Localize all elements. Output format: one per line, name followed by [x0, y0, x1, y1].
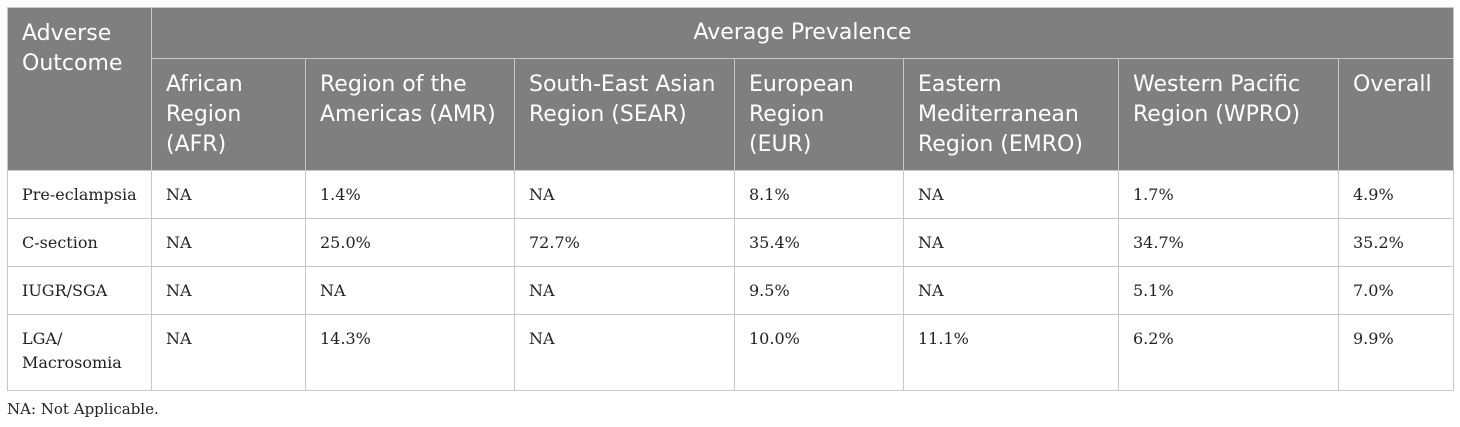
cell-amr: 1.4% [305, 170, 515, 219]
cell-overall: 9.9% [1337, 314, 1455, 391]
prevalence-table-container: Adverse Outcome Average Prevalence Afric… [7, 7, 1455, 418]
cell-afr: NA [151, 218, 306, 267]
row-outcome: Pre-eclampsia [7, 170, 152, 219]
cell-wpro: 6.2% [1118, 314, 1339, 391]
cell-wpro: 5.1% [1118, 266, 1339, 315]
cell-emro: 11.1% [903, 314, 1119, 391]
table-footnote: NA: Not Applicable. [7, 400, 159, 418]
cell-afr: NA [151, 314, 306, 391]
row-outcome: C-section [7, 218, 152, 267]
cell-overall: 4.9% [1337, 170, 1455, 219]
table-row: IUGR/SGA NA NA NA 9.5% NA 5.1% 7.0% [7, 266, 1455, 315]
cell-sear: NA [514, 314, 735, 391]
header-adverse-outcome: Adverse Outcome [7, 7, 152, 171]
row-outcome: IUGR/SGA [7, 266, 152, 315]
cell-afr: NA [151, 170, 306, 219]
cell-emro: NA [903, 170, 1119, 219]
table-row: LGA/ Macrosomia NA 14.3% NA 10.0% 11.1% … [7, 314, 1455, 391]
cell-wpro: 1.7% [1118, 170, 1339, 219]
prevalence-table: Adverse Outcome Average Prevalence Afric… [7, 7, 1455, 391]
cell-sear: 72.7% [514, 218, 735, 267]
cell-eur: 9.5% [734, 266, 904, 315]
header-row-regions: African Region (AFR) Region of the Ameri… [8, 58, 1455, 171]
cell-sear: NA [514, 170, 735, 219]
cell-amr: 25.0% [305, 218, 515, 267]
row-outcome: LGA/ Macrosomia [7, 314, 152, 391]
cell-amr: 14.3% [305, 314, 515, 391]
cell-wpro: 34.7% [1118, 218, 1339, 267]
header-region-afr: African Region (AFR) [151, 58, 306, 171]
header-region-amr: Region of the Americas (AMR) [305, 58, 515, 171]
header-region-sear: South-East Asian Region (SEAR) [514, 58, 735, 171]
table-row: C-section NA 25.0% 72.7% 35.4% NA 34.7% … [7, 218, 1455, 267]
table-row: Pre-eclampsia NA 1.4% NA 8.1% NA 1.7% 4.… [7, 170, 1455, 219]
cell-emro: NA [903, 218, 1119, 267]
cell-afr: NA [151, 266, 306, 315]
header-region-emro: Eastern Mediterranean Region (EMRO) [903, 58, 1119, 171]
cell-eur: 8.1% [734, 170, 904, 219]
cell-overall: 7.0% [1337, 266, 1455, 315]
header-overall: Overall [1337, 58, 1455, 171]
header-region-wpro: Western Pacific Region (WPRO) [1118, 58, 1339, 171]
cell-eur: 35.4% [734, 218, 904, 267]
header-row-group: Adverse Outcome Average Prevalence [7, 7, 1455, 171]
cell-overall: 35.2% [1337, 218, 1455, 267]
cell-eur: 10.0% [734, 314, 904, 391]
cell-amr: NA [305, 266, 515, 315]
cell-sear: NA [514, 266, 735, 315]
header-region-eur: European Region (EUR) [734, 58, 904, 171]
header-average-prevalence: Average Prevalence [150, 7, 1455, 59]
cell-emro: NA [903, 266, 1119, 315]
